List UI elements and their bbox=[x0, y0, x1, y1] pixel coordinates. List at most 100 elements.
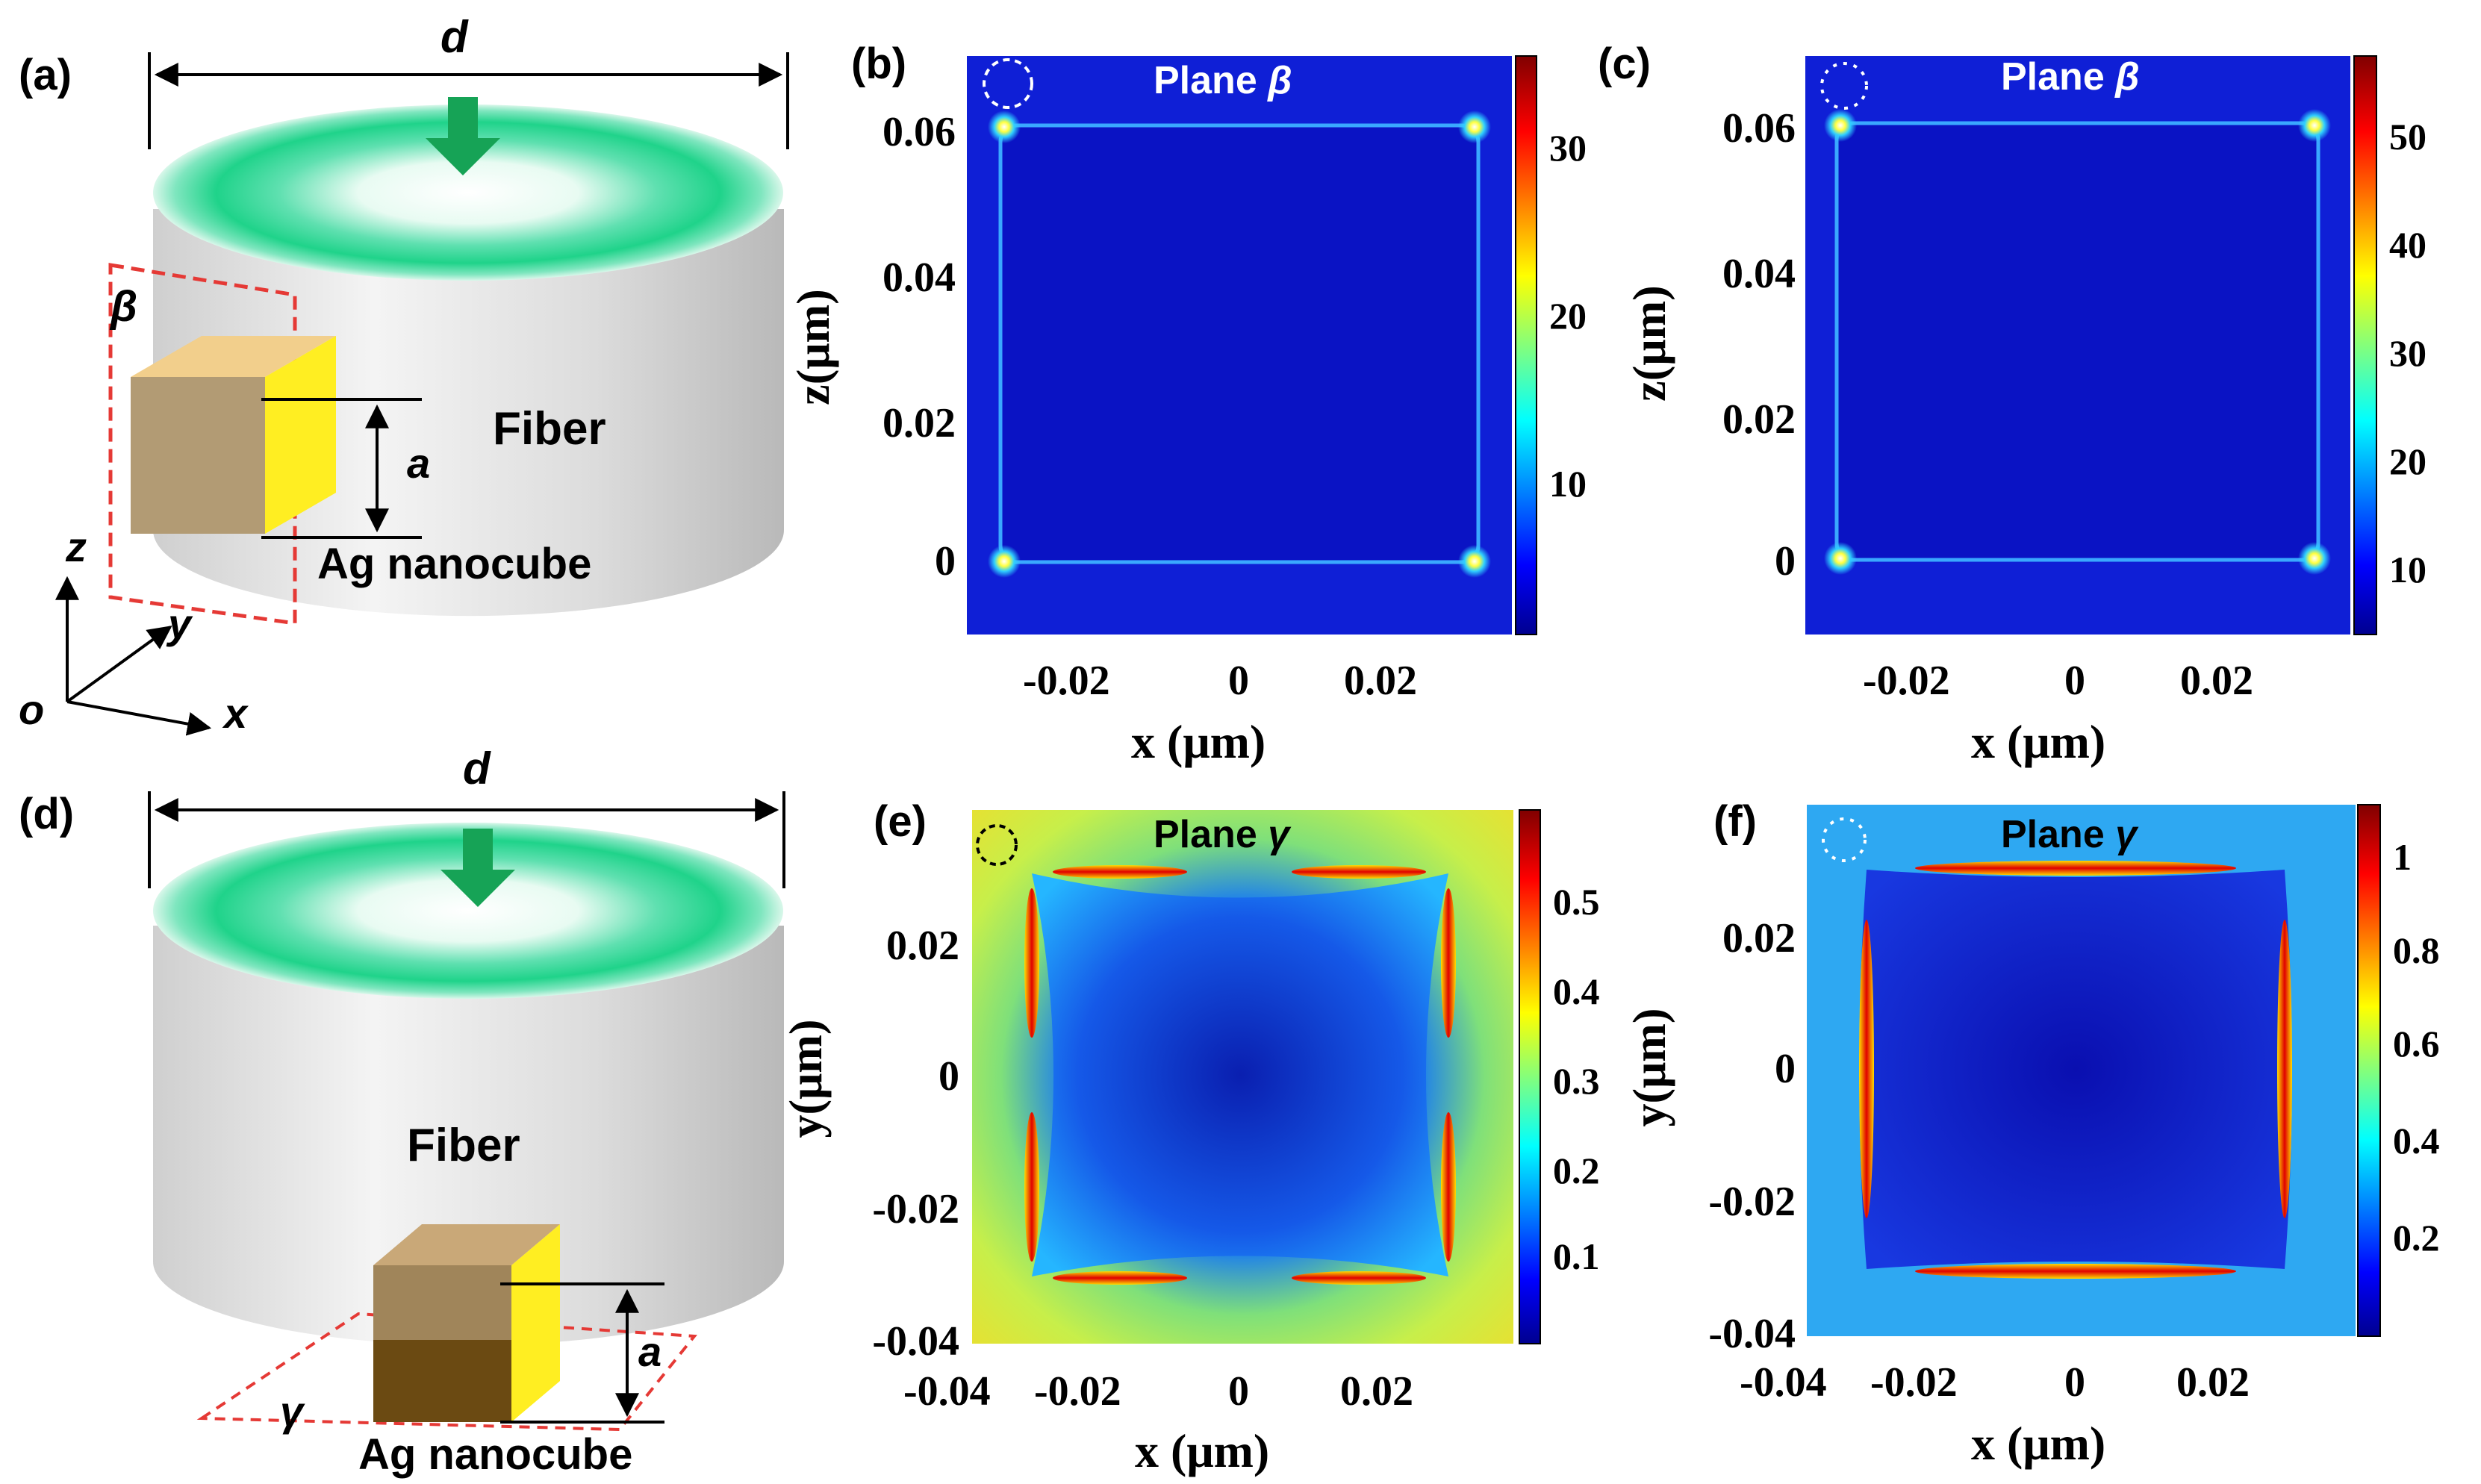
dimension-a-label: a bbox=[407, 440, 430, 487]
map-b-xtick: -0.02 bbox=[1023, 658, 1110, 704]
map-c-ylabel: z(μm) bbox=[1625, 285, 1675, 402]
map-e-ytick: -0.04 bbox=[872, 1318, 959, 1365]
map-c-cbar-tick: 40 bbox=[2389, 224, 2426, 266]
map-e-ytick: -0.02 bbox=[872, 1186, 959, 1232]
map-b-colorbar bbox=[1515, 55, 1537, 635]
map-f-cbar-tick: 0.4 bbox=[2393, 1120, 2440, 1162]
axis-z-label: z bbox=[65, 523, 87, 570]
cube-label-2: Ag nanocube bbox=[358, 1430, 632, 1479]
map-e-ytick: 0.02 bbox=[886, 923, 959, 969]
map-e-colorbar bbox=[1519, 809, 1541, 1344]
map-c-ytick: 0 bbox=[1775, 538, 1796, 584]
dimension-d-label: d bbox=[441, 12, 469, 62]
map-c-xlabel: x (μm) bbox=[1971, 715, 2105, 768]
map-c-cbar-tick: 30 bbox=[2389, 332, 2426, 374]
map-f-xtick: -0.04 bbox=[1740, 1359, 1827, 1406]
panel-e-map: (e) Plane γ 0.5 0.4 0.3 0.2 0.1 0.02 0 -… bbox=[781, 797, 1600, 1477]
map-c-cbar-tick: 20 bbox=[2389, 440, 2426, 482]
map-b-ytick: 0.06 bbox=[882, 109, 956, 155]
cube-top-face-2 bbox=[373, 1224, 560, 1265]
panel-label-b: (b) bbox=[851, 40, 906, 88]
map-f-pattern-icon bbox=[1822, 817, 1867, 862]
map-f-cbar-tick: 0.2 bbox=[2393, 1217, 2440, 1259]
map-b-cbar-tick: 30 bbox=[1549, 127, 1587, 169]
map-e-xtick: 0 bbox=[1228, 1368, 1249, 1415]
fiber-body-2 bbox=[153, 926, 784, 1346]
map-b-ytick: 0 bbox=[935, 538, 956, 584]
map-c-xtick: 0.02 bbox=[2180, 658, 2253, 704]
map-e-cbar-tick: 0.4 bbox=[1553, 970, 1600, 1012]
map-c-cbar-tick: 50 bbox=[2389, 116, 2426, 158]
cube-top-face bbox=[131, 336, 336, 377]
panel-label-f: (f) bbox=[1713, 797, 1757, 846]
map-e-cbar-tick: 0.5 bbox=[1553, 881, 1600, 923]
panel-d-schematic: (d) d Fiber γ a Ag nanocube bbox=[19, 743, 785, 1479]
panel-label-c: (c) bbox=[1598, 40, 1651, 88]
map-c-colorbar bbox=[2353, 55, 2377, 635]
cube-side-face-2 bbox=[511, 1224, 560, 1422]
axis-y-line bbox=[66, 626, 172, 703]
panel-a-schematic: (a) d Fiber β a Ag nanocube z y x o bbox=[19, 12, 789, 737]
map-f-title: Plane γ bbox=[2001, 813, 2139, 856]
map-b-ytick: 0.02 bbox=[882, 400, 956, 446]
incident-arrow-icon-2 bbox=[441, 829, 515, 907]
map-e-cbar-tick: 0.3 bbox=[1553, 1060, 1600, 1102]
axis-x-label: x bbox=[222, 690, 249, 737]
incident-arrow-icon bbox=[426, 97, 500, 175]
fiber-label-2: Fiber bbox=[407, 1120, 520, 1171]
axis-origin-label: o bbox=[19, 686, 44, 733]
map-f-ytick: 0.02 bbox=[1722, 915, 1796, 961]
plane-beta-label: β bbox=[109, 282, 137, 331]
map-b-xtick: 0 bbox=[1228, 658, 1249, 704]
dimension-d-label-2: d bbox=[463, 743, 491, 794]
map-c-ytick: 0.04 bbox=[1722, 251, 1796, 297]
map-e-title: Plane γ bbox=[1154, 813, 1292, 856]
map-f-ylabel: y(μm) bbox=[1625, 1008, 1675, 1126]
map-c-cbar-tick: 10 bbox=[2389, 549, 2426, 590]
map-f-xtick: 0 bbox=[2064, 1359, 2085, 1406]
map-e-xtick: -0.02 bbox=[1034, 1368, 1121, 1415]
axis-x-line bbox=[66, 700, 212, 736]
fiber-body bbox=[153, 209, 784, 617]
map-e-ytick: 0 bbox=[938, 1053, 959, 1100]
fiber-top-field bbox=[153, 105, 783, 281]
map-b-cbar-tick: 20 bbox=[1549, 295, 1587, 337]
map-b-pattern-icon bbox=[983, 58, 1033, 109]
panel-b-map: (b) Plane β 30 20 10 0.06 0.04 0.02 0 -0… bbox=[788, 40, 1587, 768]
map-f-xtick: -0.02 bbox=[1870, 1359, 1958, 1406]
map-b-xtick: 0.02 bbox=[1344, 658, 1417, 704]
map-c-title: Plane β bbox=[2001, 55, 2139, 99]
axis-y-label: y bbox=[166, 600, 193, 647]
map-f-cbar-tick: 0.6 bbox=[2393, 1023, 2440, 1064]
map-b-xlabel: x (μm) bbox=[1131, 715, 1266, 768]
map-b-cbar-tick: 10 bbox=[1549, 463, 1587, 505]
plane-gamma-label: γ bbox=[280, 1388, 305, 1435]
plane-gamma-outline bbox=[196, 1312, 697, 1432]
map-f-cbar-tick: 1 bbox=[2393, 836, 2412, 878]
map-e-ylabel: y(μm) bbox=[781, 1019, 832, 1138]
map-e-xlabel: x (μm) bbox=[1135, 1424, 1269, 1477]
map-f-ytick: -0.02 bbox=[1708, 1179, 1796, 1225]
panel-label-d: (d) bbox=[19, 790, 74, 838]
fiber-top-field-2 bbox=[153, 823, 783, 999]
map-e-xtick: -0.04 bbox=[903, 1368, 991, 1415]
panel-c-map: (c) Plane β 50 40 30 20 10 0.06 0.04 0.0… bbox=[1598, 40, 2426, 768]
cube-label: Ag nanocube bbox=[317, 540, 591, 588]
map-b-ylabel: z(μm) bbox=[788, 289, 839, 405]
panel-f-map: (f) Plane γ 1 0.8 0.6 0.4 0.2 0.02 0 -0.… bbox=[1625, 797, 2440, 1470]
map-c-xtick: -0.02 bbox=[1863, 658, 1950, 704]
map-e-pattern-icon bbox=[976, 824, 1018, 866]
map-b-title: Plane β bbox=[1154, 59, 1292, 102]
map-f-cbar-tick: 0.8 bbox=[2393, 929, 2440, 971]
map-c-ytick: 0.02 bbox=[1722, 396, 1796, 443]
cube-front-face bbox=[131, 377, 265, 534]
map-f-ytick: 0 bbox=[1775, 1046, 1796, 1092]
dimension-a-label-2: a bbox=[638, 1328, 662, 1375]
map-e-cbar-tick: 0.1 bbox=[1553, 1235, 1600, 1277]
map-c-xtick: 0 bbox=[2064, 658, 2085, 704]
map-c-pattern-icon bbox=[1820, 62, 1868, 110]
map-f-xlabel: x (μm) bbox=[1971, 1417, 2105, 1470]
panel-label-a: (a) bbox=[19, 51, 72, 99]
map-b-ytick: 0.04 bbox=[882, 255, 956, 301]
